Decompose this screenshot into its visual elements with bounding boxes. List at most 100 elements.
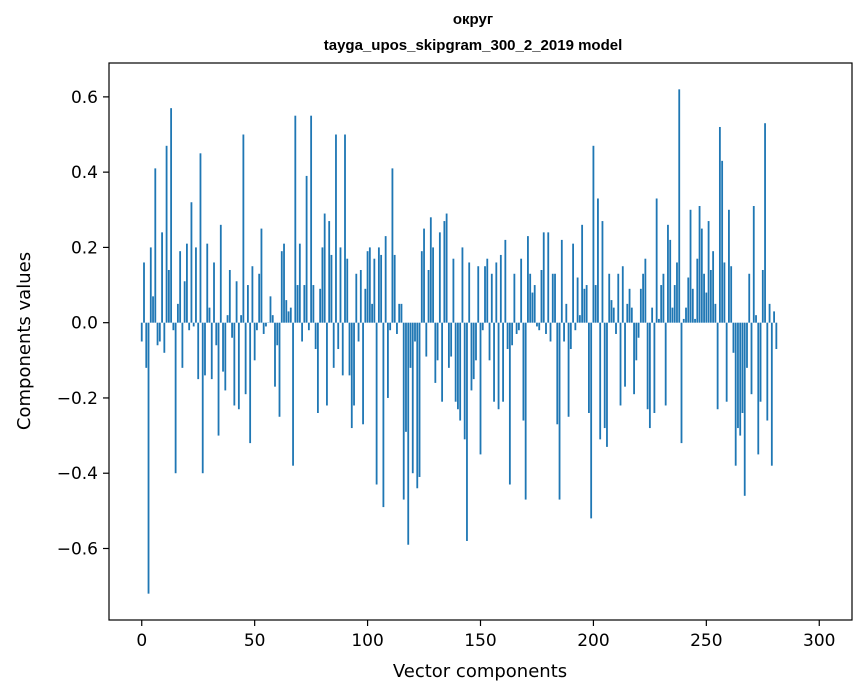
bar — [644, 258, 647, 323]
bar — [612, 307, 615, 323]
bar — [364, 288, 367, 323]
bar — [755, 315, 757, 323]
bar — [678, 89, 681, 323]
bar — [398, 303, 401, 323]
bar — [384, 236, 387, 323]
bar — [298, 243, 301, 323]
bar — [673, 285, 676, 323]
bar — [353, 322, 355, 406]
bar — [359, 269, 362, 323]
bar — [615, 322, 617, 334]
bar — [355, 273, 358, 323]
bar — [197, 322, 200, 380]
bar — [215, 322, 218, 346]
bar — [441, 322, 444, 402]
bar — [330, 254, 333, 323]
bar — [249, 322, 252, 444]
bar — [630, 307, 633, 323]
bar — [271, 315, 274, 323]
bar — [680, 322, 683, 444]
bar — [517, 322, 520, 331]
bar — [217, 322, 220, 436]
bar — [707, 221, 710, 323]
bar — [213, 262, 215, 323]
bar — [619, 322, 622, 406]
bar — [366, 251, 369, 323]
x-tick-label: 300 — [803, 631, 835, 651]
bar — [475, 322, 477, 361]
bar — [741, 322, 744, 413]
bar — [387, 322, 389, 398]
bar — [770, 322, 773, 466]
bar — [192, 322, 195, 327]
bar — [143, 262, 145, 323]
bar — [610, 300, 613, 323]
bar — [533, 285, 536, 323]
bar — [705, 292, 708, 323]
bar — [176, 303, 179, 323]
bar — [633, 322, 635, 395]
bar — [639, 288, 642, 323]
bar — [380, 254, 383, 323]
bar — [592, 145, 595, 323]
bar — [531, 292, 534, 323]
bar — [658, 318, 660, 323]
bar — [237, 322, 240, 410]
bar — [149, 247, 152, 323]
bar — [416, 322, 419, 489]
bar — [450, 322, 453, 357]
bar — [152, 296, 154, 323]
bar — [316, 322, 319, 413]
bar — [328, 221, 331, 323]
y-tick-label: 0.4 — [71, 163, 98, 183]
bar — [454, 322, 457, 402]
bar — [204, 322, 206, 376]
bar — [545, 322, 547, 334]
bar — [664, 322, 667, 406]
bar — [368, 247, 371, 323]
bar — [246, 285, 249, 323]
bar — [326, 322, 328, 406]
bar — [445, 213, 448, 323]
bar — [689, 209, 692, 323]
bar — [407, 322, 410, 545]
bar — [515, 322, 518, 334]
bar — [601, 221, 604, 323]
bar — [709, 269, 712, 323]
bar — [206, 243, 209, 323]
bar — [486, 258, 489, 323]
bar — [536, 322, 538, 327]
bar — [493, 322, 495, 402]
bar — [418, 322, 421, 477]
bar — [165, 145, 168, 323]
bar — [563, 322, 565, 342]
bar — [224, 322, 227, 391]
bar — [488, 322, 491, 361]
bar — [371, 303, 374, 323]
bar — [624, 322, 626, 387]
bar — [560, 239, 563, 323]
bar — [283, 243, 285, 323]
bar — [195, 247, 197, 323]
bar — [718, 126, 721, 323]
bar — [147, 322, 150, 594]
bar — [172, 322, 175, 331]
bar — [477, 266, 480, 323]
bar — [732, 322, 735, 353]
y-tick-label: −0.6 — [57, 539, 98, 559]
bar — [621, 266, 624, 323]
bar — [459, 322, 462, 421]
bar — [312, 285, 315, 323]
bar — [588, 322, 590, 413]
bar — [556, 322, 559, 425]
bar — [409, 322, 412, 368]
bar — [581, 224, 584, 323]
y-tick-label: 0.2 — [71, 238, 98, 258]
bar — [642, 273, 645, 323]
bar — [301, 322, 303, 342]
bar — [662, 273, 665, 323]
bar — [280, 251, 283, 323]
bar — [547, 232, 550, 323]
bar — [405, 322, 407, 432]
